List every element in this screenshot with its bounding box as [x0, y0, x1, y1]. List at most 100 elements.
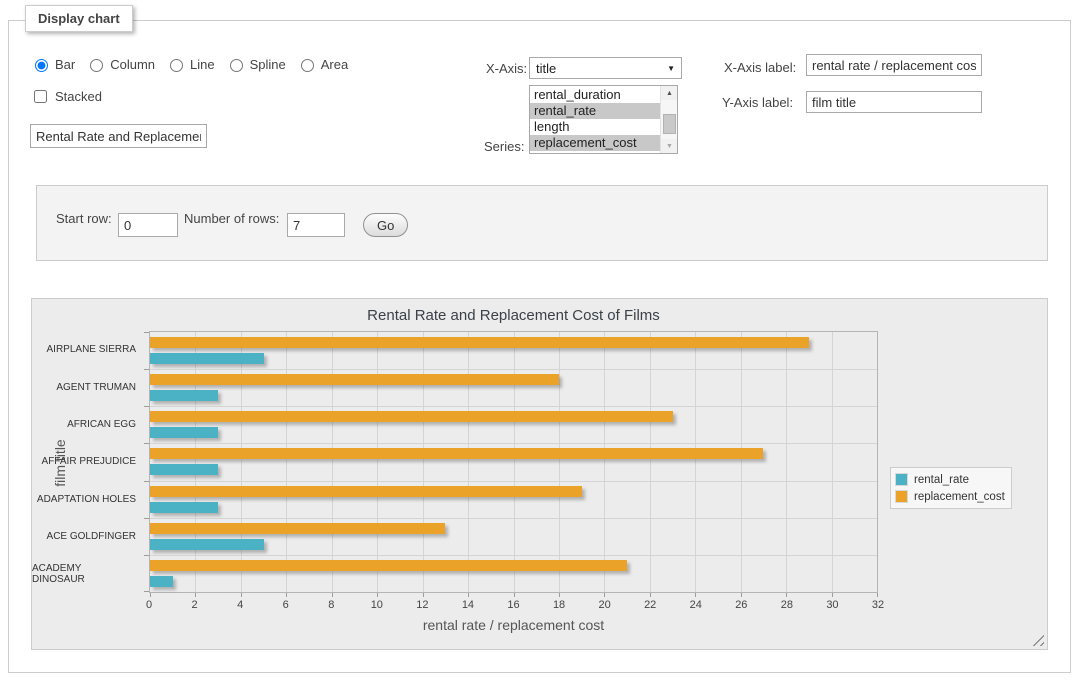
x-tick-mark: [195, 593, 196, 597]
series-option-length[interactable]: length: [530, 119, 660, 135]
x-axis-title: rental rate / replacement cost: [149, 617, 878, 633]
x-tick-label: 0: [146, 599, 152, 611]
x-tick-label: 14: [462, 599, 474, 611]
y-tick-mark: [144, 481, 149, 482]
y-category-label: AGENT TRUMAN: [32, 368, 143, 405]
x-tick-label: 4: [237, 599, 243, 611]
plot-area: [149, 331, 878, 593]
chart-type-radios: Bar Column Line Spline Area: [30, 56, 348, 72]
x-tick-mark: [241, 593, 242, 597]
x-tick-mark: [332, 593, 333, 597]
y-category-label: AFFAIR PREJUDICE: [32, 443, 143, 480]
stacked-label: Stacked: [55, 89, 102, 104]
series-listbox-scrollbar[interactable]: ▲ ▼: [660, 86, 677, 153]
chart-type-label: Spline: [250, 57, 286, 72]
bar-replacement_cost: [150, 411, 673, 422]
bar-replacement_cost: [150, 560, 627, 571]
chart-type-radio-spline[interactable]: [230, 59, 243, 72]
chart-type-radio-line[interactable]: [170, 59, 183, 72]
x-axis-selected-value: title: [536, 61, 663, 76]
y-axis-labels: AIRPLANE SIERRAAGENT TRUMANAFRICAN EGGAF…: [32, 331, 143, 593]
chart-type-radio-area[interactable]: [301, 59, 314, 72]
x-tick-mark: [786, 593, 787, 597]
chart-type-option-line[interactable]: Line: [165, 56, 215, 72]
legend-swatch: [895, 473, 908, 486]
bar-rental_rate: [150, 390, 218, 401]
bar-replacement_cost: [150, 486, 582, 497]
x-tick-label: 30: [826, 599, 838, 611]
series-listbox-label: Series:: [484, 139, 524, 154]
y-tick-mark: [144, 332, 149, 333]
row-range-panel: Start row: Number of rows: Go: [36, 185, 1048, 261]
chart-type-option-spline[interactable]: Spline: [225, 56, 286, 72]
x-axis-label-input[interactable]: [806, 54, 982, 76]
x-tick-mark: [877, 593, 878, 597]
number-of-rows-label: Number of rows:: [184, 211, 279, 226]
go-button[interactable]: Go: [363, 213, 408, 237]
series-option-rental_duration[interactable]: rental_duration: [530, 87, 660, 103]
chart-type-option-area[interactable]: Area: [296, 56, 348, 72]
bar-group-african-egg: [150, 406, 877, 443]
chart-type-label: Area: [321, 57, 348, 72]
bar-replacement_cost: [150, 374, 559, 385]
stacked-option[interactable]: Stacked: [30, 87, 102, 106]
series-listbox[interactable]: rental_durationrental_ratelengthreplacem…: [529, 85, 678, 154]
x-tick-mark: [559, 593, 560, 597]
x-axis-select-label: X-Axis:: [486, 61, 527, 76]
chart-container: Rental Rate and Replacement Cost of Film…: [31, 298, 1048, 650]
bar-group-adaptation-holes: [150, 481, 877, 518]
chart-type-option-bar[interactable]: Bar: [30, 56, 75, 72]
scroll-thumb[interactable]: [663, 114, 676, 134]
series-option-replacement_cost[interactable]: replacement_cost: [530, 135, 660, 151]
chart-type-radio-column[interactable]: [90, 59, 103, 72]
legend-swatch: [895, 490, 908, 503]
bar-rental_rate: [150, 353, 264, 364]
x-tick-mark: [468, 593, 469, 597]
number-of-rows-input[interactable]: [287, 213, 345, 237]
start-row-input[interactable]: [118, 213, 178, 237]
stacked-checkbox[interactable]: [34, 90, 47, 103]
x-tick-mark: [377, 593, 378, 597]
chart-type-option-column[interactable]: Column: [85, 56, 155, 72]
bar-replacement_cost: [150, 337, 809, 348]
chart-type-label: Bar: [55, 57, 75, 72]
y-tick-mark: [144, 443, 149, 444]
y-category-label: ACE GOLDFINGER: [32, 518, 143, 555]
scroll-down-icon[interactable]: ▼: [661, 139, 678, 153]
x-tick-mark: [286, 593, 287, 597]
series-option-rental_rate[interactable]: rental_rate: [530, 103, 660, 119]
scroll-up-icon[interactable]: ▲: [661, 86, 678, 100]
y-tick-mark: [144, 369, 149, 370]
x-tick-mark: [604, 593, 605, 597]
bar-rental_rate: [150, 502, 218, 513]
y-category-label: ADAPTATION HOLES: [32, 481, 143, 518]
start-row-label: Start row:: [56, 211, 112, 226]
bar-group-agent-truman: [150, 369, 877, 406]
chart-legend: rental_rate replacement_cost: [890, 467, 1012, 509]
legend-entry-rental_rate: rental_rate: [895, 471, 1005, 488]
y-tick-mark: [144, 518, 149, 519]
legend-label: replacement_cost: [914, 491, 1005, 503]
chart-type-radio-bar[interactable]: [35, 59, 48, 72]
chart-type-label: Line: [190, 57, 215, 72]
y-axis-label-label: Y-Axis label:: [722, 95, 793, 110]
page: Display chart Bar Column Line Spline Area St…: [0, 0, 1081, 681]
x-axis-label-label: X-Axis label:: [724, 60, 796, 75]
bar-rental_rate: [150, 427, 218, 438]
chart-title-input[interactable]: [30, 124, 207, 148]
fieldset-legend: Display chart: [25, 5, 133, 32]
y-axis-label-input[interactable]: [806, 91, 982, 113]
bar-replacement_cost: [150, 448, 763, 459]
x-tick-label: 10: [371, 599, 383, 611]
x-tick-mark: [741, 593, 742, 597]
bar-replacement_cost: [150, 523, 445, 534]
bar-rental_rate: [150, 464, 218, 475]
x-tick-mark: [514, 593, 515, 597]
bar-rental_rate: [150, 576, 173, 587]
x-axis-select[interactable]: title ▼: [529, 57, 682, 79]
x-tick-label: 16: [507, 599, 519, 611]
x-tick-label: 2: [192, 599, 198, 611]
bar-group-affair-prejudice: [150, 443, 877, 480]
resize-handle-icon[interactable]: [1032, 634, 1044, 646]
x-tick-label: 24: [690, 599, 702, 611]
